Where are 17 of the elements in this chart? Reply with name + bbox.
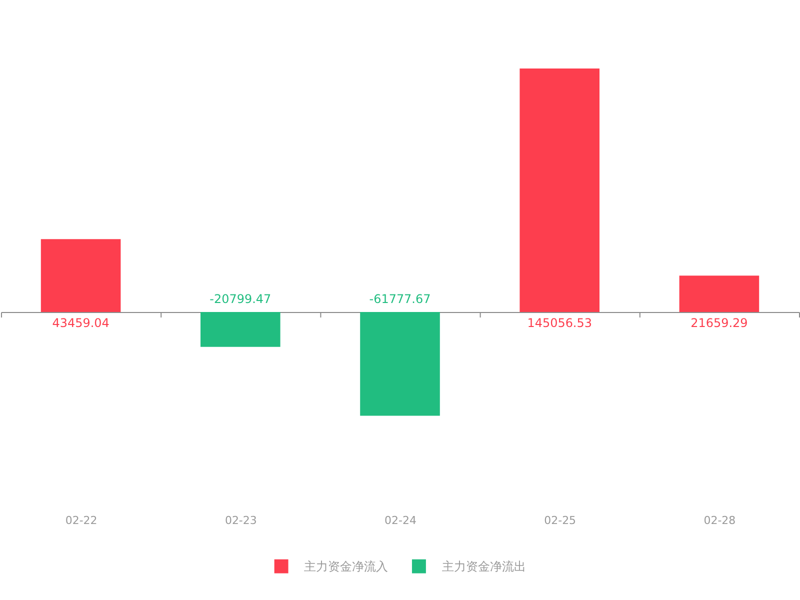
- x-tick-label: 02-24: [384, 514, 416, 527]
- legend-label: 主力资金净流入: [304, 559, 388, 574]
- x-tick-label: 02-28: [704, 514, 736, 527]
- data-label: 21659.29: [690, 316, 748, 330]
- bar: [520, 68, 600, 312]
- data-label: -61777.67: [369, 292, 431, 306]
- bar: [360, 312, 440, 416]
- bar: [679, 276, 760, 312]
- legend-label: 主力资金净流出: [442, 559, 526, 574]
- bar: [200, 312, 280, 347]
- data-label: 43459.04: [52, 316, 110, 330]
- bar: [40, 239, 121, 312]
- data-label: -20799.47: [210, 292, 272, 306]
- data-label: 145056.53: [527, 316, 592, 330]
- x-tick-label: 02-23: [224, 514, 257, 527]
- x-tick-label: 02-25: [544, 514, 576, 527]
- x-tick-label: 02-22: [65, 514, 98, 527]
